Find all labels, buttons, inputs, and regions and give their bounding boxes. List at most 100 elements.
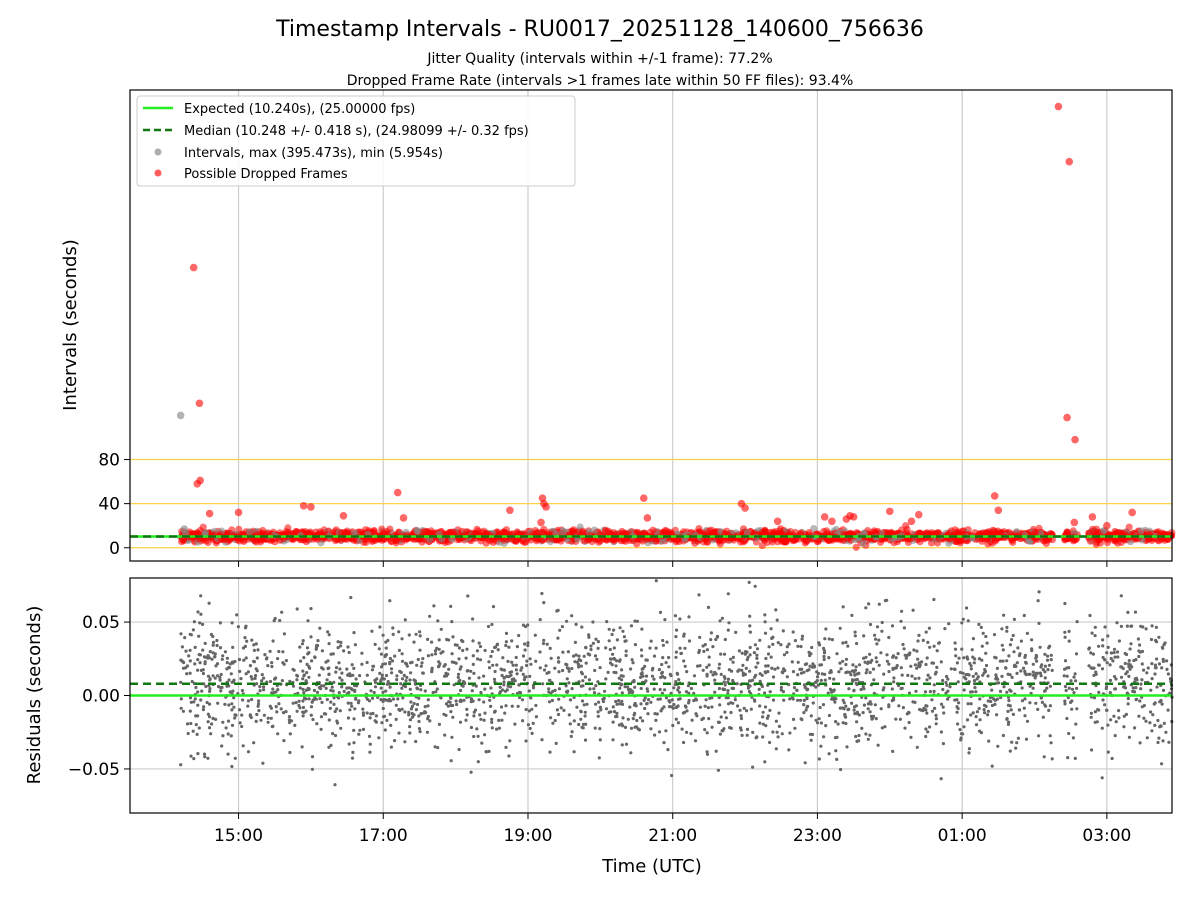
interval-point (176, 411, 185, 420)
residual-point (687, 615, 691, 619)
residual-point (1049, 741, 1053, 745)
residual-point (437, 722, 441, 727)
residual-point (913, 677, 917, 681)
residual-point (326, 659, 330, 663)
residual-point (667, 655, 671, 660)
residual-point (495, 642, 499, 646)
residual-point (550, 698, 555, 703)
residual-point (349, 595, 353, 600)
residual-point (482, 718, 486, 722)
residual-point (194, 714, 198, 718)
residual-point (598, 666, 602, 670)
residual-point (780, 670, 784, 674)
residual-point (524, 707, 528, 712)
residual-point (805, 697, 809, 701)
residual-point (629, 624, 634, 628)
residual-point (462, 698, 466, 702)
residual-point (722, 680, 726, 684)
residual-point (433, 652, 438, 656)
residual-point (426, 637, 430, 642)
residual-point (226, 752, 230, 756)
residual-point (380, 721, 384, 725)
intervals-y-tick-label: 80 (98, 451, 120, 471)
residual-point (1006, 703, 1011, 707)
residual-point (649, 700, 653, 704)
residual-point (719, 652, 723, 656)
residual-point (1046, 654, 1050, 658)
residual-point (193, 645, 197, 650)
residual-point (221, 734, 225, 738)
residual-point (281, 650, 285, 654)
interval-point (590, 526, 599, 534)
residual-point (1014, 746, 1018, 750)
residual-point (926, 673, 930, 677)
residual-point (272, 619, 276, 623)
residual-point (493, 709, 497, 713)
residual-point (295, 709, 299, 713)
residual-point (653, 733, 657, 737)
residual-point (1018, 708, 1022, 712)
residual-point (1109, 651, 1113, 655)
residual-point (394, 703, 398, 707)
residual-point (331, 732, 335, 736)
residual-point (549, 656, 553, 660)
residual-point (639, 686, 643, 691)
residual-point (489, 704, 493, 709)
residual-point (255, 669, 259, 673)
residual-point (822, 646, 826, 651)
residual-point (313, 655, 317, 659)
residual-point (782, 698, 786, 702)
residual-point (451, 715, 455, 719)
residual-point (608, 657, 613, 661)
residual-point (809, 714, 813, 718)
residual-point (310, 755, 315, 759)
residual-point (314, 647, 318, 651)
residual-point (913, 663, 918, 667)
residual-point (798, 667, 802, 672)
residual-point (569, 734, 573, 739)
residual-point (1001, 648, 1005, 652)
residual-point (218, 646, 223, 650)
residual-point (949, 667, 953, 671)
residual-point (289, 719, 294, 723)
residual-point (826, 691, 830, 695)
residual-point (579, 664, 583, 668)
residual-point (1005, 625, 1009, 630)
residual-point (1140, 662, 1144, 666)
residual-point (817, 641, 821, 645)
residual-point (723, 683, 727, 687)
residual-point (386, 638, 390, 643)
residual-point (221, 720, 225, 724)
residual-point (832, 677, 836, 681)
residual-point (593, 654, 598, 658)
residual-point (570, 614, 574, 618)
residual-point (338, 709, 342, 713)
residual-point (547, 687, 551, 691)
residual-point (348, 708, 352, 712)
residual-point (971, 674, 975, 679)
residual-point (288, 732, 292, 736)
residual-point (1063, 699, 1067, 703)
residual-point (1047, 708, 1051, 713)
residual-point (862, 703, 867, 707)
residual-point (633, 685, 637, 689)
residual-point (628, 705, 632, 709)
residual-point (775, 730, 779, 734)
residual-point (1040, 700, 1044, 705)
residual-point (583, 675, 588, 679)
residual-point (233, 716, 237, 720)
residual-point (1111, 659, 1115, 663)
residual-point (971, 711, 975, 715)
residual-point (672, 686, 676, 690)
residual-point (817, 757, 821, 761)
residual-point (1125, 624, 1129, 628)
residual-point (776, 641, 780, 645)
residual-point (620, 691, 624, 695)
residual-point (1159, 698, 1163, 703)
residual-point (1065, 674, 1069, 678)
residual-point (595, 657, 599, 661)
residual-point (660, 670, 665, 675)
dropped-frame-point (828, 536, 837, 544)
residual-point (192, 620, 196, 624)
residual-point (410, 660, 414, 664)
